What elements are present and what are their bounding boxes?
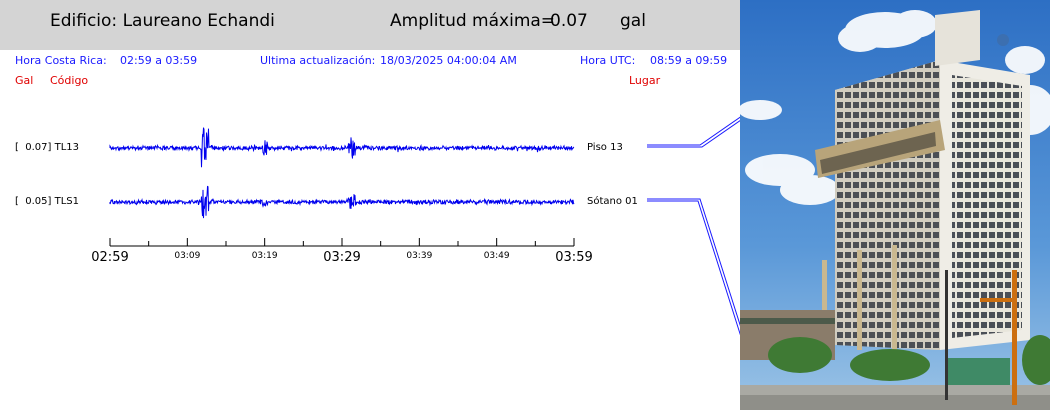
seismogram-trace-tls1 <box>109 185 575 219</box>
column-code: Código <box>50 74 89 87</box>
place-label-sotano-01: Sótano 01 <box>587 196 638 207</box>
utc-label: Hora UTC: <box>580 54 636 67</box>
local-time-range: 02:59 a 03:59 <box>120 54 198 67</box>
column-place: Lugar <box>629 74 661 87</box>
time-axis-label: 03:19 <box>252 251 278 261</box>
trace-label-tls1: [ 0.05] TLS1 <box>15 196 79 207</box>
building-title: Edificio: Laureano Echandi <box>50 11 275 31</box>
amplitude-unit: gal <box>620 11 646 31</box>
seismogram-trace-tl13 <box>109 127 575 168</box>
amplitude-value: 0.07 <box>550 11 588 31</box>
header-bar: Edificio: Laureano Echandi Amplitud máxi… <box>0 0 740 50</box>
time-axis-label: 03:29 <box>323 250 360 265</box>
update-label: Ultima actualización: <box>260 54 376 67</box>
amplitude-label: Amplitud máxima= <box>390 11 556 31</box>
building-photo <box>740 0 1050 410</box>
local-time-label: Hora Costa Rica: <box>15 54 107 67</box>
place-label-piso-13: Piso 13 <box>587 142 623 153</box>
time-axis-label: 03:49 <box>484 251 510 261</box>
trace-label-tl13: [ 0.07] TL13 <box>15 142 80 153</box>
utc-range: 08:59 a 09:59 <box>650 54 728 67</box>
time-axis-label: 03:39 <box>406 251 432 261</box>
column-gal: Gal <box>15 74 34 87</box>
time-axis: 02:59 03:09 03:19 03:29 03:39 03:49 03:59 <box>91 238 593 265</box>
update-value: 18/03/2025 04:00:04 AM <box>380 54 517 67</box>
time-axis-label: 02:59 <box>91 250 128 265</box>
time-axis-label: 03:59 <box>555 250 592 265</box>
time-axis-label: 03:09 <box>174 251 200 261</box>
